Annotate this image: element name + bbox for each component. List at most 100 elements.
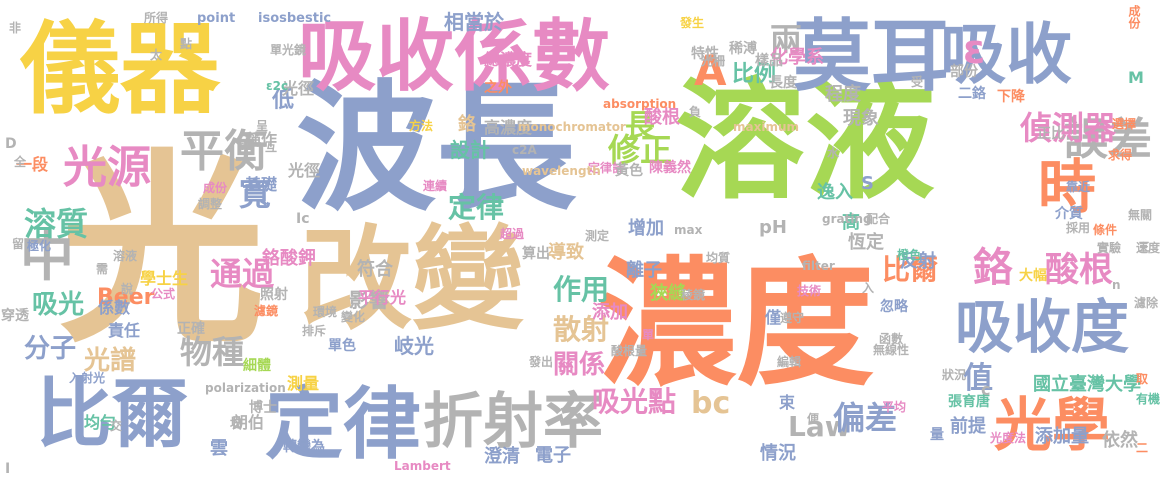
cloud-word: 導致 — [548, 242, 584, 263]
cloud-word: 橙色 — [897, 248, 922, 262]
cloud-word: 低 — [272, 88, 295, 113]
cloud-word: 穿透 — [1, 308, 29, 324]
cloud-word: c — [981, 380, 991, 399]
cloud-word: 作用 — [553, 273, 610, 306]
cloud-word: 部份 — [950, 64, 978, 80]
cloud-word: 全 — [14, 155, 27, 169]
cloud-word: 濾鏡 — [254, 304, 279, 318]
cloud-word: 稜鏡 — [681, 288, 706, 302]
cloud-word: 平衡 — [180, 126, 268, 177]
cloud-word: 有機 — [1136, 392, 1161, 406]
cloud-word: Ic — [296, 211, 310, 227]
cloud-word: 酸根量 — [611, 344, 648, 358]
cloud-word: monochromator — [518, 120, 626, 134]
cloud-word: 呈 — [256, 119, 269, 133]
cloud-word: 離子 — [626, 260, 662, 281]
cloud-word: 光度法 — [990, 431, 1027, 445]
cloud-word: 溶液 — [113, 249, 138, 263]
cloud-word: 吸收 — [940, 16, 1072, 93]
cloud-word: 測量 — [287, 374, 320, 393]
cloud-word: 定律 — [265, 380, 422, 470]
cloud-word: wavelength — [522, 164, 601, 178]
cloud-word: 三 — [1138, 240, 1151, 254]
cloud-word: 誤差 — [1064, 114, 1152, 165]
cloud-word: 成份 — [203, 181, 228, 195]
cloud-word: 修正 — [608, 131, 673, 169]
cloud-word: 波長 — [296, 68, 577, 231]
cloud-word: M — [1128, 68, 1144, 87]
cloud-word: polarization — [205, 381, 286, 395]
cloud-word: 發生 — [680, 16, 705, 30]
cloud-word: 量 — [930, 427, 944, 443]
cloud-word: 偏差 — [833, 399, 898, 437]
cloud-word: 反射 — [900, 251, 936, 272]
cloud-word: 前提 — [950, 416, 986, 437]
cloud-word: 鉻 — [458, 114, 476, 135]
cloud-word: 莫耳 — [793, 12, 950, 102]
cloud-word: 細體 — [243, 358, 271, 374]
cloud-word: point — [197, 11, 236, 26]
cloud-word: 分子 — [24, 334, 77, 364]
cloud-word: 發出 — [529, 355, 554, 369]
cloud-word: 寬 — [239, 175, 272, 213]
cloud-word: 單色 — [328, 338, 356, 354]
cloud-word: 逸入 — [817, 182, 853, 203]
cloud-word: 溶質 — [24, 205, 89, 243]
cloud-word: 留下 — [12, 237, 37, 251]
cloud-word: 連續 — [423, 179, 448, 193]
cloud-word: 遵守 — [780, 311, 805, 325]
cloud-word: 光源 — [63, 142, 151, 193]
cloud-word: 極化 — [27, 239, 52, 253]
cloud-word: 受 — [911, 75, 924, 89]
cloud-word: 電子 — [535, 445, 571, 466]
cloud-word: 求得 — [1108, 148, 1133, 162]
cloud-word: 鉻酸鉀 — [262, 248, 316, 269]
cloud-word: 物種 — [180, 333, 245, 371]
cloud-word: D — [5, 136, 17, 152]
cloud-word: 溶液 — [675, 65, 936, 217]
cloud-word: c1 — [238, 139, 254, 153]
cloud-word: 酸根 — [644, 107, 680, 128]
cloud-word: 比例 — [732, 62, 777, 87]
cloud-word: 取 — [1136, 372, 1149, 386]
cloud-word: 調整 — [198, 197, 223, 211]
cloud-word: isosbestic — [258, 11, 332, 26]
cloud-word: absorption — [603, 97, 677, 111]
cloud-word: 配合 — [866, 212, 891, 226]
cloud-word: 增加 — [628, 218, 664, 239]
cloud-word: grating — [822, 212, 872, 226]
cloud-word: n — [1112, 278, 1121, 292]
cloud-word: 通過 — [210, 255, 275, 293]
cloud-word: 測定 — [585, 229, 610, 243]
cloud-word: 方法 — [409, 119, 434, 133]
cloud-word: 平行光 — [358, 288, 407, 307]
cloud-word: 光徑 — [282, 79, 315, 98]
cloud-word: 平均 — [882, 400, 907, 414]
cloud-word: 符合 — [357, 259, 393, 280]
cloud-word: 責任 — [108, 321, 141, 340]
cloud-word: 技術 — [797, 284, 822, 298]
cloud-word: 便 — [807, 412, 820, 426]
cloud-word: 濃度 — [598, 244, 875, 405]
cloud-word: 張育唐 — [948, 394, 990, 410]
cloud-word: 公式 — [151, 287, 176, 301]
cloud-word: 改變 — [300, 215, 524, 345]
cloud-word: 之外 — [484, 80, 512, 96]
cloud-word: 情況 — [760, 443, 796, 464]
cloud-word: 吸收係數 — [298, 12, 611, 102]
cloud-word: 採用 — [1066, 221, 1091, 235]
cloud-word: 特性 — [691, 46, 719, 62]
cloud-word: 散射 — [553, 313, 610, 346]
cloud-word: max — [674, 223, 703, 237]
cloud-word: ε — [963, 27, 986, 73]
cloud-word: 均勻 — [84, 413, 117, 432]
cloud-word: 樣品 — [755, 53, 783, 69]
cloud-word: 均 — [230, 416, 243, 430]
cloud-word: 光學 — [994, 391, 1111, 459]
cloud-word: 國立臺灣大學 — [1033, 374, 1141, 395]
cloud-word: 澄清 — [484, 446, 520, 467]
cloud-word: 交 — [110, 419, 123, 433]
cloud-word: ε2c — [266, 79, 289, 93]
cloud-word: 編輯 — [777, 355, 802, 369]
cloud-word: 陳義然 — [649, 160, 691, 176]
